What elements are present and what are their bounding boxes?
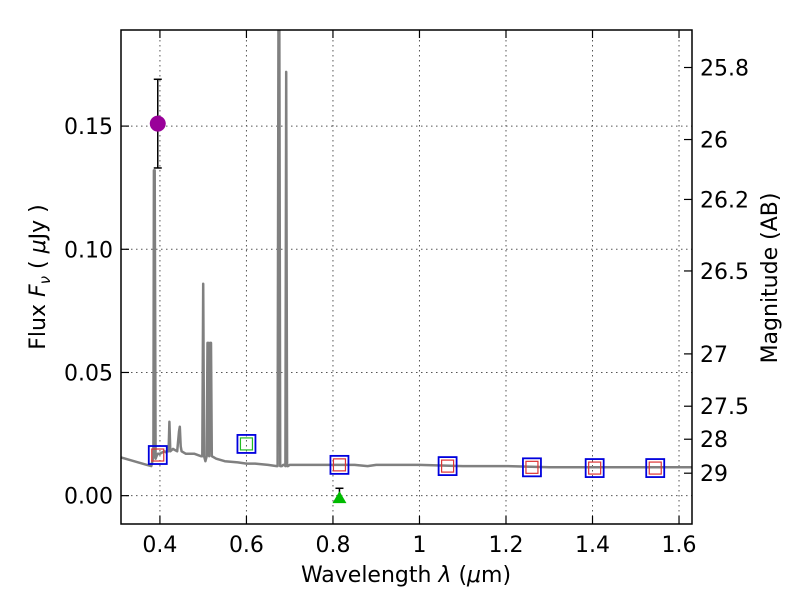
- model-point-square: [147, 445, 168, 465]
- model-point-square: [437, 456, 458, 476]
- x-tick-label: 1.4: [575, 533, 610, 558]
- x-axis-label-unit-end: m): [481, 563, 511, 588]
- plot-frame: [120, 29, 693, 525]
- measured-point-triangle: [332, 491, 347, 504]
- x-tick-label: 1.2: [488, 533, 523, 558]
- x-tick-label: 0.6: [229, 533, 264, 558]
- model-point-square: [329, 454, 350, 475]
- x-axis-label-lambda: λ: [437, 563, 451, 588]
- y-tick-label: 0.05: [64, 361, 113, 386]
- x-tick-label: 0.4: [142, 533, 177, 558]
- magnitude-tick-label: 25.8: [700, 56, 749, 81]
- x-tick-label: 1: [412, 533, 426, 558]
- x-axis-label-unit: (: [451, 563, 467, 588]
- magnitude-tick-label: 28: [700, 428, 728, 453]
- magnitude-tick-label: 29: [700, 462, 728, 487]
- y-axis-label-open: (: [26, 253, 51, 276]
- model-point-inner: [440, 459, 455, 473]
- y-axis-label-unit: Jy ): [26, 204, 51, 241]
- magnitude-tick-label: 27.5: [700, 395, 749, 420]
- sed-model-line: [121, 30, 692, 469]
- gridlines: [121, 30, 692, 524]
- model-point-inner: [239, 437, 254, 451]
- y-tick-label: 0.00: [64, 485, 113, 510]
- model-point-inner: [151, 448, 165, 462]
- y-axis-label: Flux Fν ( μJy ): [26, 204, 54, 349]
- axes: [120, 29, 693, 525]
- magnitude-tick-label: 26.5: [700, 260, 749, 285]
- magnitude-tick-label: 26.2: [700, 188, 749, 213]
- model-point-inner: [332, 458, 347, 472]
- x-tick-label: 0.8: [315, 533, 350, 558]
- ticks: 0.4 0.6 0.8 1 1.2 1.4 1.6 0.00 0.05 0.10 0.15 25.8 2…: [64, 30, 749, 558]
- x-axis-label-mu: μ: [466, 563, 481, 588]
- magnitude-tick-label: 26: [700, 129, 728, 154]
- measured-point-circle: [149, 115, 166, 132]
- x-axis-label-prefix: Wavelength: [301, 563, 439, 588]
- y-axis-label-F: F: [26, 284, 51, 297]
- model-point-inner: [525, 460, 539, 474]
- x-tick-label: 1.6: [662, 533, 697, 558]
- y-axis-label-prefix: Flux: [26, 297, 51, 350]
- y-axis-label-mu: μ: [26, 239, 51, 254]
- plot-area: [121, 30, 692, 504]
- model-point-square: [236, 434, 257, 454]
- model-point-square: [584, 458, 605, 478]
- model-point-square: [645, 458, 666, 478]
- model-point-inner: [588, 461, 602, 475]
- x-axis-label: Wavelength λ (μm): [301, 563, 511, 588]
- magnitude-axis-label: Magnitude (AB): [758, 193, 783, 364]
- y-axis-label-nu: ν: [36, 276, 54, 284]
- model-point-square: [522, 457, 542, 478]
- model-point-inner: [648, 461, 662, 475]
- y-tick-label: 0.10: [64, 238, 113, 263]
- magnitude-tick-label: 27: [700, 343, 728, 368]
- y-tick-label: 0.15: [64, 115, 113, 140]
